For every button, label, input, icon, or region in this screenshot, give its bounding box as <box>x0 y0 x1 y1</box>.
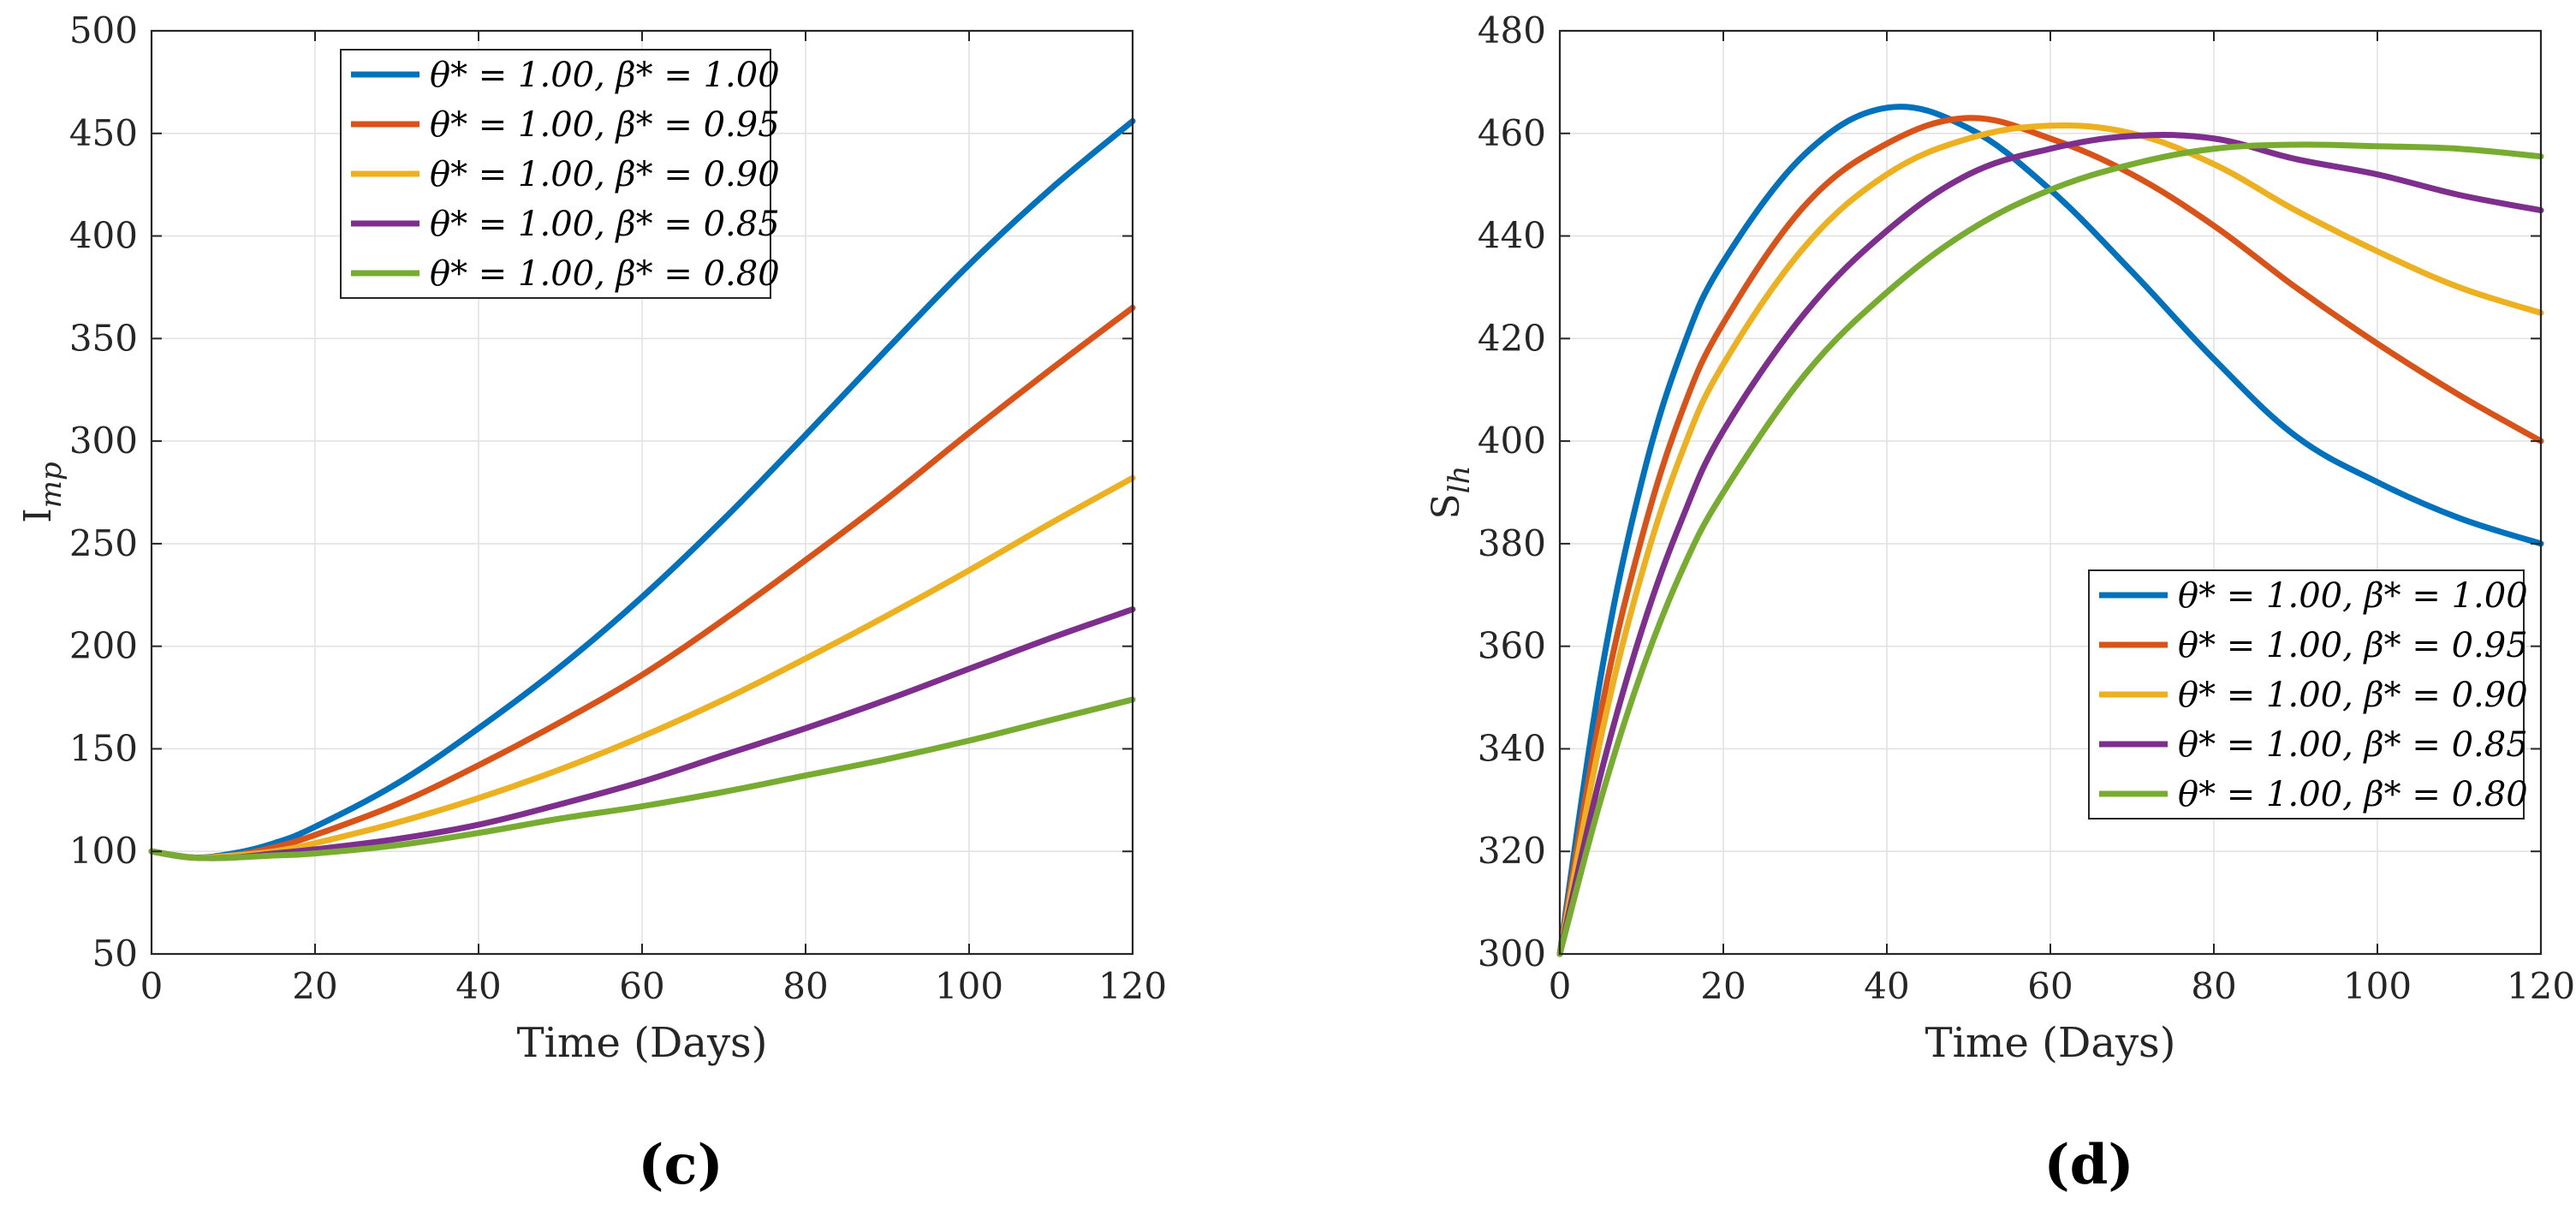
series-line-1 <box>1556 104 2544 957</box>
x-tick-label: 0 <box>1549 965 1572 1007</box>
y-tick-label: 300 <box>1478 933 1546 975</box>
panel-c-y-axis-label-main: I <box>16 508 60 522</box>
y-tick-label: 320 <box>1478 830 1546 872</box>
y-tick-label: 340 <box>1478 727 1546 769</box>
y-tick-label: 460 <box>1478 112 1546 154</box>
x-tick-label: 100 <box>935 965 1003 1007</box>
x-tick-label: 100 <box>2343 965 2412 1007</box>
panel-c-x-axis-label: Time (Days) <box>517 1019 768 1067</box>
legend-entry-2: θ* = 1.00, β* = 0.95 <box>2178 626 2528 665</box>
y-tick-label: 150 <box>69 727 138 769</box>
panel-d-y-axis-label-main: S <box>1425 493 1468 519</box>
y-tick-label: 100 <box>69 830 138 872</box>
panel-d-y-axis-label-sub: lh <box>1443 466 1477 494</box>
series-line-3 <box>1556 122 2544 957</box>
x-tick-label: 80 <box>782 965 828 1007</box>
panel-c-legend: θ* = 1.00, β* = 1.00 θ* = 1.00, β* = 0.95… <box>340 49 780 299</box>
legend-entry-2: θ* = 1.00, β* = 0.95 <box>430 105 780 145</box>
panel-d-y-axis-label: Slh <box>1425 466 1477 520</box>
x-tick-label: 20 <box>292 965 337 1007</box>
y-tick-label: 450 <box>69 112 138 154</box>
y-tick-label: 350 <box>69 317 138 359</box>
y-tick-label: 440 <box>1478 215 1546 257</box>
x-tick-label: 120 <box>2507 965 2575 1007</box>
legend-entry-1: θ* = 1.00, β* = 1.00 <box>2178 576 2528 616</box>
series-line-5 <box>1556 141 2544 957</box>
y-tick-label: 200 <box>69 625 138 667</box>
y-tick-label: 360 <box>1478 625 1546 667</box>
panel-c-series <box>148 117 1136 861</box>
series-line-2 <box>148 304 1136 861</box>
panel-d-caption: (d) <box>2044 1133 2133 1197</box>
series-line-2 <box>1556 115 2544 957</box>
panel-d-x-axis-label: Time (Days) <box>1925 1019 2176 1067</box>
y-tick-label: 250 <box>69 522 138 564</box>
panel-d-legend: θ* = 1.00, β* = 1.00 θ* = 1.00, β* = 0.95… <box>2088 569 2528 820</box>
panel-d: 0 20 40 60 80 100 120 300 320 340 360 380 400 420 440 4… <box>1425 9 2575 1197</box>
legend-entry-3: θ* = 1.00, β* = 0.90 <box>2178 676 2528 715</box>
x-tick-label: 20 <box>1700 965 1746 1007</box>
y-tick-label: 300 <box>69 420 138 462</box>
legend-entry-3: θ* = 1.00, β* = 0.90 <box>430 155 780 194</box>
panel-c: 0 20 40 60 80 100 120 50 100 150 200 250 300 350 400 45… <box>16 9 1167 1197</box>
panel-d-ticks: 0 20 40 60 80 100 120 300 320 340 360 380 400 420 440 4… <box>1478 9 2575 1007</box>
legend-entry-1: θ* = 1.00, β* = 1.00 <box>430 56 780 95</box>
legend-entry-4: θ* = 1.00, β* = 0.85 <box>430 205 780 244</box>
x-tick-label: 40 <box>1864 965 1909 1007</box>
y-tick-label: 500 <box>69 9 138 51</box>
y-tick-label: 420 <box>1478 317 1546 359</box>
legend-entry-5: θ* = 1.00, β* = 0.80 <box>430 254 780 294</box>
panel-c-ticks: 0 20 40 60 80 100 120 50 100 150 200 250 300 350 400 45… <box>69 9 1167 1007</box>
panel-c-caption: (c) <box>638 1133 723 1197</box>
panel-c-y-axis-label: Imp <box>16 462 68 522</box>
y-tick-label: 400 <box>1478 420 1546 462</box>
y-tick-label: 480 <box>1478 9 1546 51</box>
x-tick-label: 80 <box>2191 965 2236 1007</box>
x-tick-label: 120 <box>1098 965 1167 1007</box>
series-line-1 <box>148 117 1136 861</box>
series-line-5 <box>148 696 1136 861</box>
series-line-4 <box>1556 132 2544 957</box>
y-tick-label: 400 <box>69 215 138 257</box>
panel-d-series <box>1556 104 2544 957</box>
x-tick-label: 60 <box>619 965 664 1007</box>
legend-entry-5: θ* = 1.00, β* = 0.80 <box>2178 775 2528 814</box>
legend-entry-4: θ* = 1.00, β* = 0.85 <box>2178 725 2528 765</box>
y-tick-label: 50 <box>92 933 138 975</box>
x-tick-label: 0 <box>140 965 164 1007</box>
x-tick-label: 60 <box>2027 965 2073 1007</box>
y-tick-label: 380 <box>1478 522 1546 564</box>
panel-c-y-axis-label-sub: mp <box>34 462 68 508</box>
x-tick-label: 40 <box>455 965 501 1007</box>
